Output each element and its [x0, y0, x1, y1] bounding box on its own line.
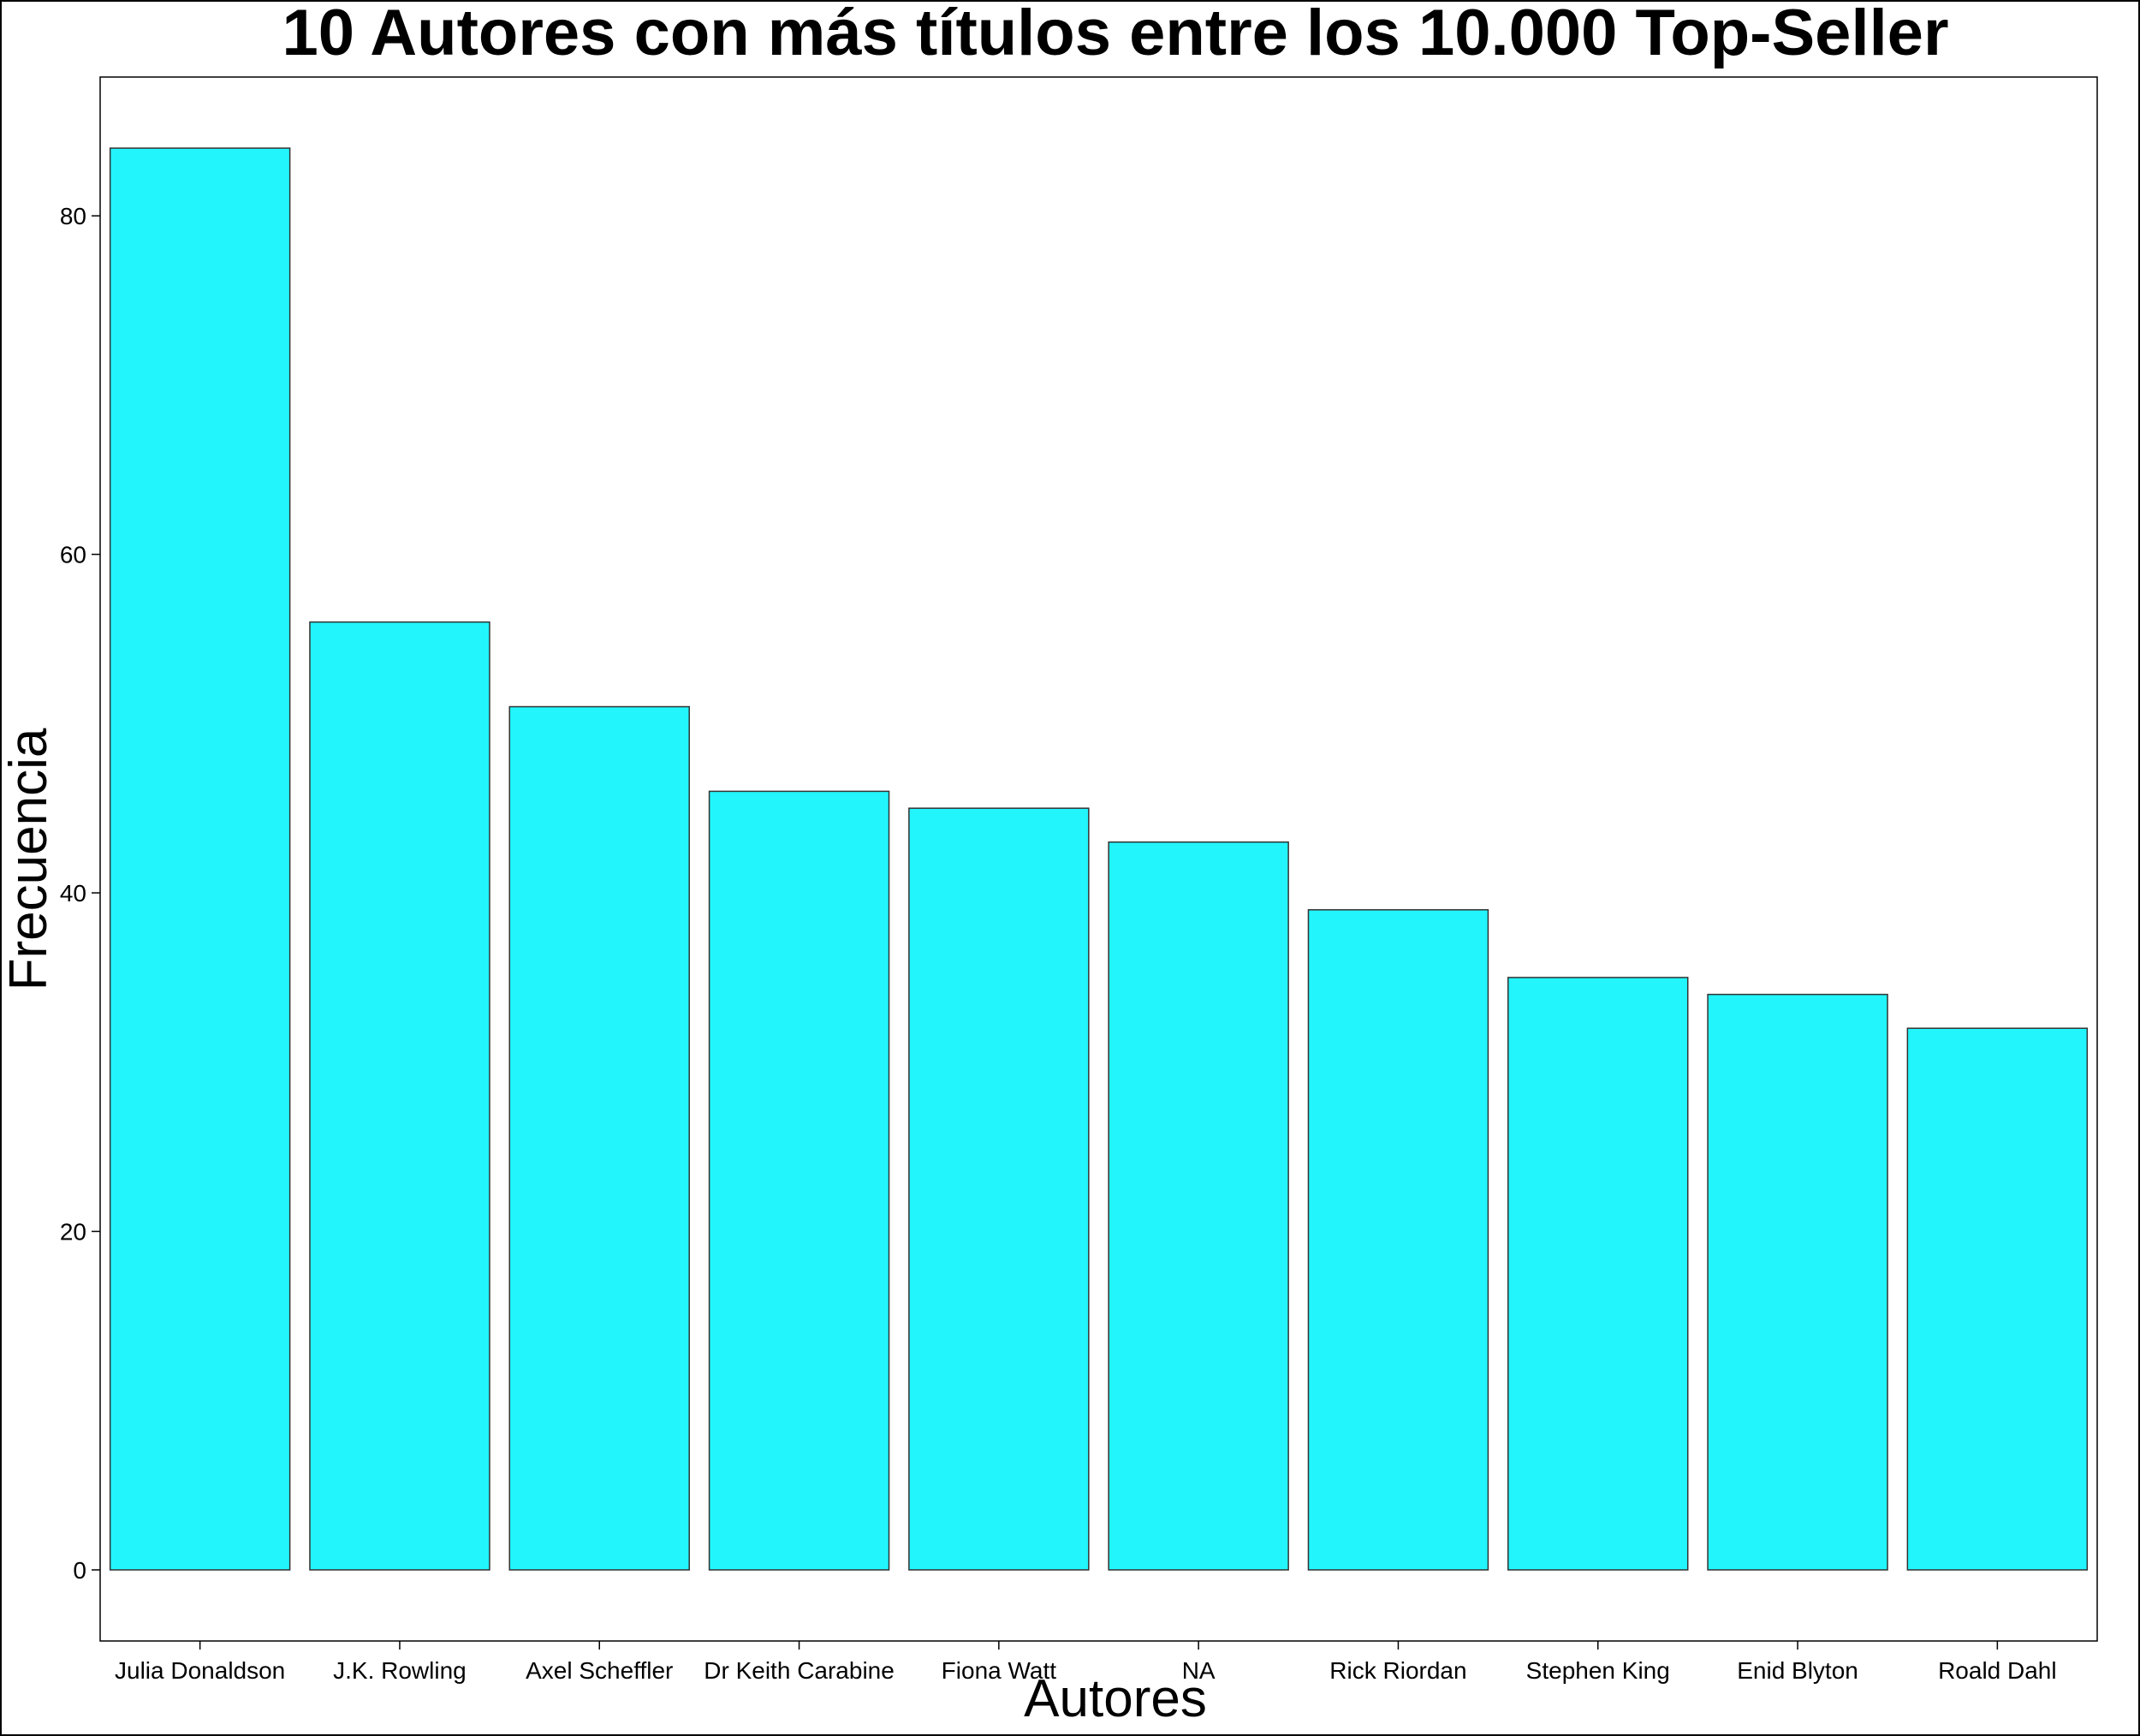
bar-4: [908, 807, 1090, 1571]
x-tick-label-8: Enid Blyton: [1737, 1657, 1858, 1684]
x-tick-label-6: Rick Riordan: [1329, 1657, 1466, 1684]
y-axis-title: Frecuencia: [0, 728, 58, 990]
x-tick-label-0: Julia Donaldson: [115, 1657, 285, 1684]
y-tick-label-2: 40: [60, 880, 86, 907]
bars-group: [109, 147, 2089, 1571]
x-tick-label-3: Dr Keith Carabine: [704, 1657, 895, 1684]
plot-panel: [99, 76, 2098, 1642]
y-tick-label-3: 60: [60, 542, 86, 568]
bar-7: [1507, 977, 1689, 1571]
x-axis-title: Autores: [1024, 1669, 1207, 1728]
bar-1: [309, 621, 490, 1571]
x-tick-label-4: Fiona Watt: [942, 1657, 1057, 1684]
bar-2: [508, 705, 690, 1571]
y-tick-label-0: 0: [73, 1557, 86, 1584]
bar-6: [1307, 909, 1489, 1571]
x-axis: Julia Donaldson J.K. Rowling Axel Scheffle…: [115, 1641, 2057, 1684]
x-tick-label-1: J.K. Rowling: [333, 1657, 467, 1684]
x-tick-label-7: Stephen King: [1526, 1657, 1670, 1684]
x-tick-label-2: Axel Scheffler: [526, 1657, 673, 1684]
chart-title: 10 Autores con más títulos entre los 10.…: [282, 0, 1948, 69]
y-tick-label-1: 20: [60, 1219, 86, 1246]
x-tick-label-5: NA: [1182, 1657, 1216, 1684]
y-axis: 0 20 40 60 80: [60, 203, 100, 1584]
bar-5: [1108, 841, 1289, 1571]
bar-8: [1707, 993, 1888, 1571]
y-tick-label-4: 80: [60, 203, 86, 229]
bar-0: [109, 147, 291, 1571]
bar-3: [708, 790, 890, 1571]
bar-9: [1906, 1027, 2089, 1571]
x-tick-label-9: Roald Dahl: [1938, 1657, 2057, 1684]
